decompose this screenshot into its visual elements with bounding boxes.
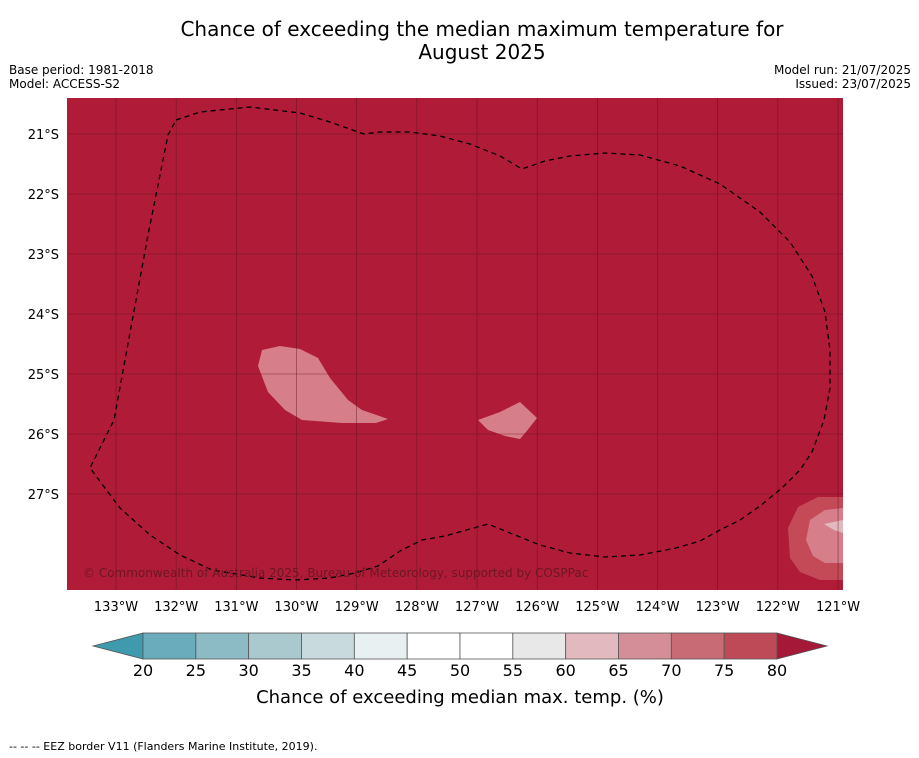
colorbar-label: Chance of exceeding median max. temp. (%… [256, 687, 664, 708]
map-background [67, 98, 843, 590]
colorbar-segment [565, 632, 619, 660]
colorbar-segment [406, 632, 461, 660]
longitude-label: 122°W [756, 600, 800, 615]
colorbar-tick-label: 60 [555, 661, 575, 680]
colorbar-over-arrow [776, 632, 829, 660]
longitude-label: 128°W [395, 600, 439, 615]
colorbar-segment [459, 632, 514, 660]
colorbar-segment [353, 632, 408, 660]
longitude-label: 133°W [94, 600, 138, 615]
colorbar-segment [723, 632, 778, 660]
patch-65-70-east [806, 508, 843, 563]
colorbar-tick-label: 40 [344, 661, 364, 680]
colorbar-tick-label: 80 [767, 661, 787, 680]
colorbar-tick-label: 70 [661, 661, 681, 680]
colorbar-tick-label: 65 [608, 661, 628, 680]
colorbar-tick-label: 25 [186, 661, 206, 680]
base-period: Base period: 1981-2018 [9, 63, 154, 77]
longitude-label: 129°W [335, 600, 379, 615]
longitude-label: 124°W [635, 600, 679, 615]
colorbar-under-arrow [91, 632, 144, 660]
colorbar-segments [142, 632, 778, 660]
eez-footnote: -- -- -- EEZ border V11 (Flanders Marine… [9, 740, 318, 753]
patch-65-70-west [258, 346, 388, 423]
latitude-label: 24°S [28, 308, 59, 323]
latitude-labels: 21°S 22°S 23°S 24°S 25°S 26°S 27°S [28, 128, 59, 503]
longitude-label: 132°W [154, 600, 198, 615]
colorbar-tick-label: 55 [503, 661, 523, 680]
longitude-label: 131°W [214, 600, 258, 615]
chart-title: Chance of exceeding the median maximum t… [0, 18, 919, 64]
colorbar-tick-label: 75 [714, 661, 734, 680]
map-area: © Commonwealth of Australia 2025, Bureau… [67, 98, 843, 590]
colorbar-segment [670, 632, 725, 660]
latitude-label: 26°S [28, 428, 59, 443]
colorbar-tick-label: 30 [238, 661, 258, 680]
longitude-label: 121°W [816, 600, 860, 615]
longitude-label: 126°W [515, 600, 559, 615]
patch-65-70-center [478, 402, 537, 439]
colorbar-segment [618, 632, 672, 660]
latitude-label: 22°S [28, 188, 59, 203]
latitude-label: 27°S [28, 488, 59, 503]
model-run: Model run: 21/07/2025 [773, 63, 911, 77]
colorbar-tick-label: 50 [450, 661, 470, 680]
eez-border [89, 106, 831, 581]
colorbar-segment [195, 632, 250, 660]
meta-right: Model run: 21/07/2025 Issued: 23/07/2025 [774, 63, 911, 91]
colorbar: 20 25 30 35 40 45 50 55 60 65 70 75 80 Chance of exc… [91, 632, 829, 708]
longitude-label: 125°W [575, 600, 619, 615]
colorbar-segment [142, 632, 197, 660]
colorbar-tick-label: 45 [397, 661, 417, 680]
longitude-label: 127°W [455, 600, 499, 615]
title-line-1: Chance of exceeding the median maximum t… [180, 17, 784, 41]
issued-date: Issued: 23/07/2025 [795, 77, 911, 91]
latitude-label: 25°S [28, 368, 59, 383]
copyright-notice: © Commonwealth of Australia 2025, Bureau… [83, 566, 588, 580]
title-line-2: August 2025 [418, 40, 546, 64]
model-name: Model: ACCESS-S2 [9, 77, 121, 91]
longitude-labels: 133°W 132°W 131°W 130°W 129°W 128°W 127°W 126°W… [94, 600, 860, 615]
longitude-label: 123°W [696, 600, 740, 615]
colorbar-ticks: 20 25 30 35 40 45 50 55 60 65 70 75 80 [133, 661, 787, 680]
colorbar-segment [512, 632, 567, 660]
colorbar-segment [301, 632, 355, 660]
colorbar-tick-label: 35 [291, 661, 311, 680]
colorbar-segment [248, 632, 302, 660]
latitude-label: 21°S [28, 128, 59, 143]
meta-left: Base period: 1981-2018 Model: ACCESS-S2 [9, 63, 154, 91]
longitude-label: 130°W [274, 600, 318, 615]
colorbar-tick-label: 20 [133, 661, 153, 680]
graticule [67, 98, 843, 590]
latitude-label: 23°S [28, 248, 59, 263]
